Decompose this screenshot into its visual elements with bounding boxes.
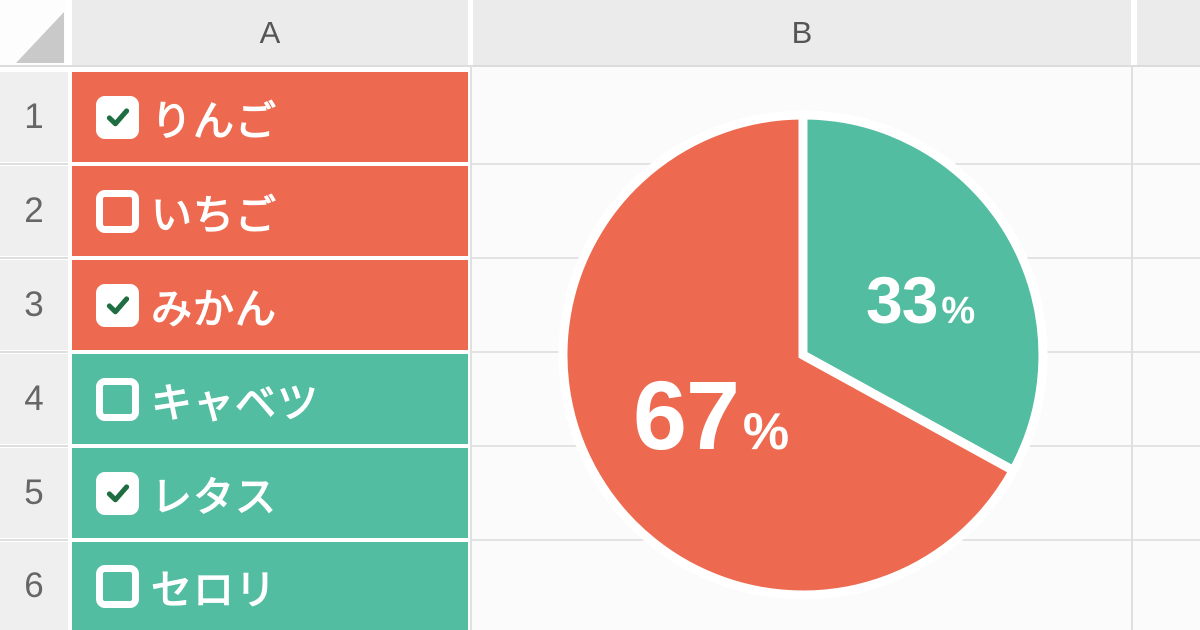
check-icon	[106, 484, 129, 503]
pie-unit: %	[941, 290, 976, 332]
gridline-h	[0, 539, 68, 541]
gridline-h	[0, 351, 68, 353]
checkbox[interactable]	[96, 95, 139, 139]
row-header-6[interactable]: 6	[0, 542, 68, 630]
item-label: キャベツ	[151, 380, 319, 426]
gridline-h	[0, 445, 68, 447]
check-icon	[106, 108, 129, 127]
column-header-b[interactable]: B	[473, 0, 1131, 65]
cell-a4[interactable]: キャベツ	[72, 354, 468, 444]
pie-chart[interactable]	[558, 110, 1048, 600]
column-header-a[interactable]: A	[72, 0, 468, 65]
item-label: みかん	[151, 286, 277, 332]
gridline-v	[470, 66, 472, 630]
gridline-h	[0, 163, 68, 165]
checkbox[interactable]	[96, 283, 139, 327]
row-header-3[interactable]: 3	[0, 260, 68, 350]
cell-a1[interactable]: りんご	[72, 72, 468, 162]
item-label: いちご	[151, 192, 277, 238]
pie-value: 33	[866, 263, 938, 337]
pie-unit: %	[742, 403, 790, 461]
pie-chart-svg	[558, 110, 1048, 600]
select-all-triangle-icon	[16, 12, 64, 63]
checkbox[interactable]	[96, 564, 139, 608]
row-header-4[interactable]: 4	[0, 354, 68, 444]
cell-a3[interactable]: みかん	[72, 260, 468, 350]
checkbox[interactable]	[96, 377, 139, 421]
pie-label-majority: 67%	[633, 367, 789, 464]
cell-a2[interactable]: いちご	[72, 166, 468, 256]
cell-a6[interactable]: セロリ	[72, 542, 468, 630]
cell-a5[interactable]: レタス	[72, 448, 468, 538]
item-label: セロリ	[151, 567, 277, 613]
checkbox[interactable]	[96, 471, 139, 515]
checkbox[interactable]	[96, 189, 139, 233]
select-all-button[interactable]	[0, 0, 66, 65]
item-label: りんご	[151, 98, 277, 144]
row-header-5[interactable]: 5	[0, 448, 68, 538]
gridline-h	[0, 257, 68, 259]
row-header-1[interactable]: 1	[0, 72, 68, 162]
column-header-c[interactable]	[1137, 0, 1200, 65]
item-label: レタス	[151, 474, 277, 520]
row-header-2[interactable]: 2	[0, 166, 68, 256]
pie-label-minority: 33%	[866, 267, 975, 333]
pie-value: 67	[633, 361, 740, 470]
gridline-v	[1131, 66, 1133, 630]
check-icon	[106, 296, 129, 315]
gridline-h	[0, 65, 1200, 67]
